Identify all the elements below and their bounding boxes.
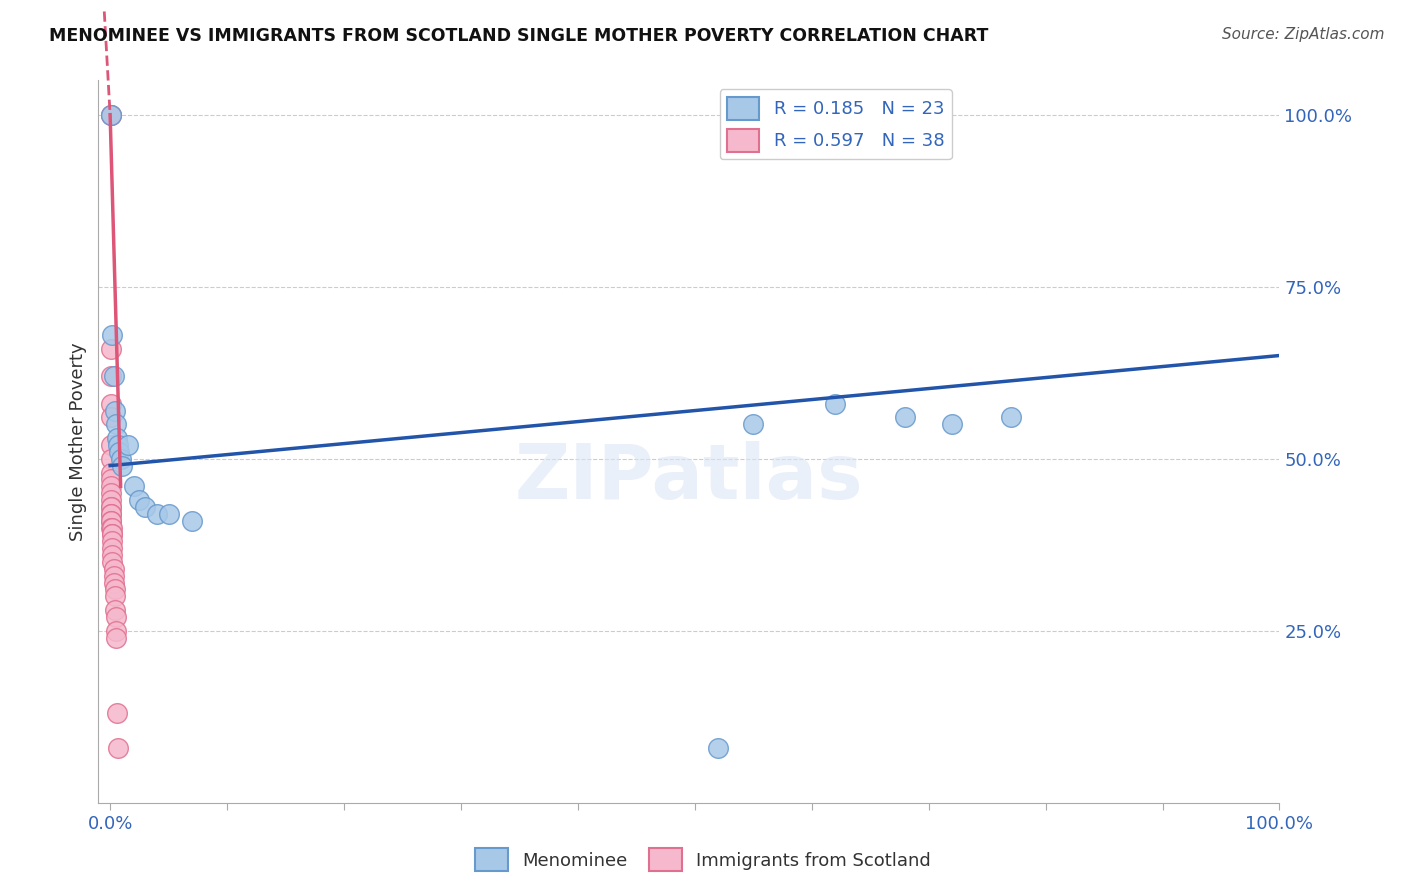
Point <box>100 451 122 466</box>
Legend: R = 0.185   N = 23, R = 0.597   N = 38: R = 0.185 N = 23, R = 0.597 N = 38 <box>720 89 952 159</box>
Point <box>100 493 122 508</box>
Point <box>742 417 765 432</box>
Point <box>101 541 124 556</box>
Text: ZIPatlas: ZIPatlas <box>515 441 863 515</box>
Point <box>941 417 963 432</box>
Point <box>128 493 150 508</box>
Point <box>100 514 122 528</box>
Legend: Menominee, Immigrants from Scotland: Menominee, Immigrants from Scotland <box>468 841 938 879</box>
Point <box>104 624 127 638</box>
Point <box>107 740 129 755</box>
Point <box>707 740 730 755</box>
Point <box>181 514 204 528</box>
Point <box>824 397 846 411</box>
Point <box>101 520 124 534</box>
Point <box>104 417 127 432</box>
Point <box>107 438 129 452</box>
Point <box>101 555 124 569</box>
Point <box>100 342 122 356</box>
Point <box>894 410 917 425</box>
Point <box>100 369 122 384</box>
Point <box>104 590 127 604</box>
Point <box>101 327 124 342</box>
Point <box>100 108 122 122</box>
Point <box>122 479 145 493</box>
Point <box>100 500 122 514</box>
Point <box>1000 410 1022 425</box>
Point <box>101 527 124 541</box>
Point <box>117 438 139 452</box>
Point <box>134 500 156 514</box>
Point <box>157 507 180 521</box>
Point <box>103 575 125 590</box>
Point <box>100 507 122 521</box>
Point <box>104 603 127 617</box>
Point <box>104 403 127 417</box>
Point <box>103 562 125 576</box>
Point <box>100 486 122 500</box>
Point <box>100 397 122 411</box>
Point <box>100 108 122 122</box>
Point <box>101 548 124 562</box>
Point <box>103 369 125 384</box>
Point <box>101 527 124 541</box>
Point <box>100 108 122 122</box>
Point <box>108 445 131 459</box>
Text: MENOMINEE VS IMMIGRANTS FROM SCOTLAND SINGLE MOTHER POVERTY CORRELATION CHART: MENOMINEE VS IMMIGRANTS FROM SCOTLAND SI… <box>49 27 988 45</box>
Point <box>105 431 128 445</box>
Point <box>100 479 122 493</box>
Point <box>103 568 125 582</box>
Point <box>104 631 127 645</box>
Point <box>100 500 122 514</box>
Text: Source: ZipAtlas.com: Source: ZipAtlas.com <box>1222 27 1385 42</box>
Point <box>104 582 127 597</box>
Point <box>100 438 122 452</box>
Point <box>100 514 122 528</box>
Point <box>146 507 169 521</box>
Point <box>105 706 128 721</box>
Point <box>104 610 127 624</box>
Point <box>110 451 132 466</box>
Point <box>100 507 122 521</box>
Point <box>101 534 124 549</box>
Point <box>111 458 134 473</box>
Y-axis label: Single Mother Poverty: Single Mother Poverty <box>69 343 87 541</box>
Point <box>100 410 122 425</box>
Point <box>100 472 122 486</box>
Point <box>100 520 122 534</box>
Point <box>100 466 122 480</box>
